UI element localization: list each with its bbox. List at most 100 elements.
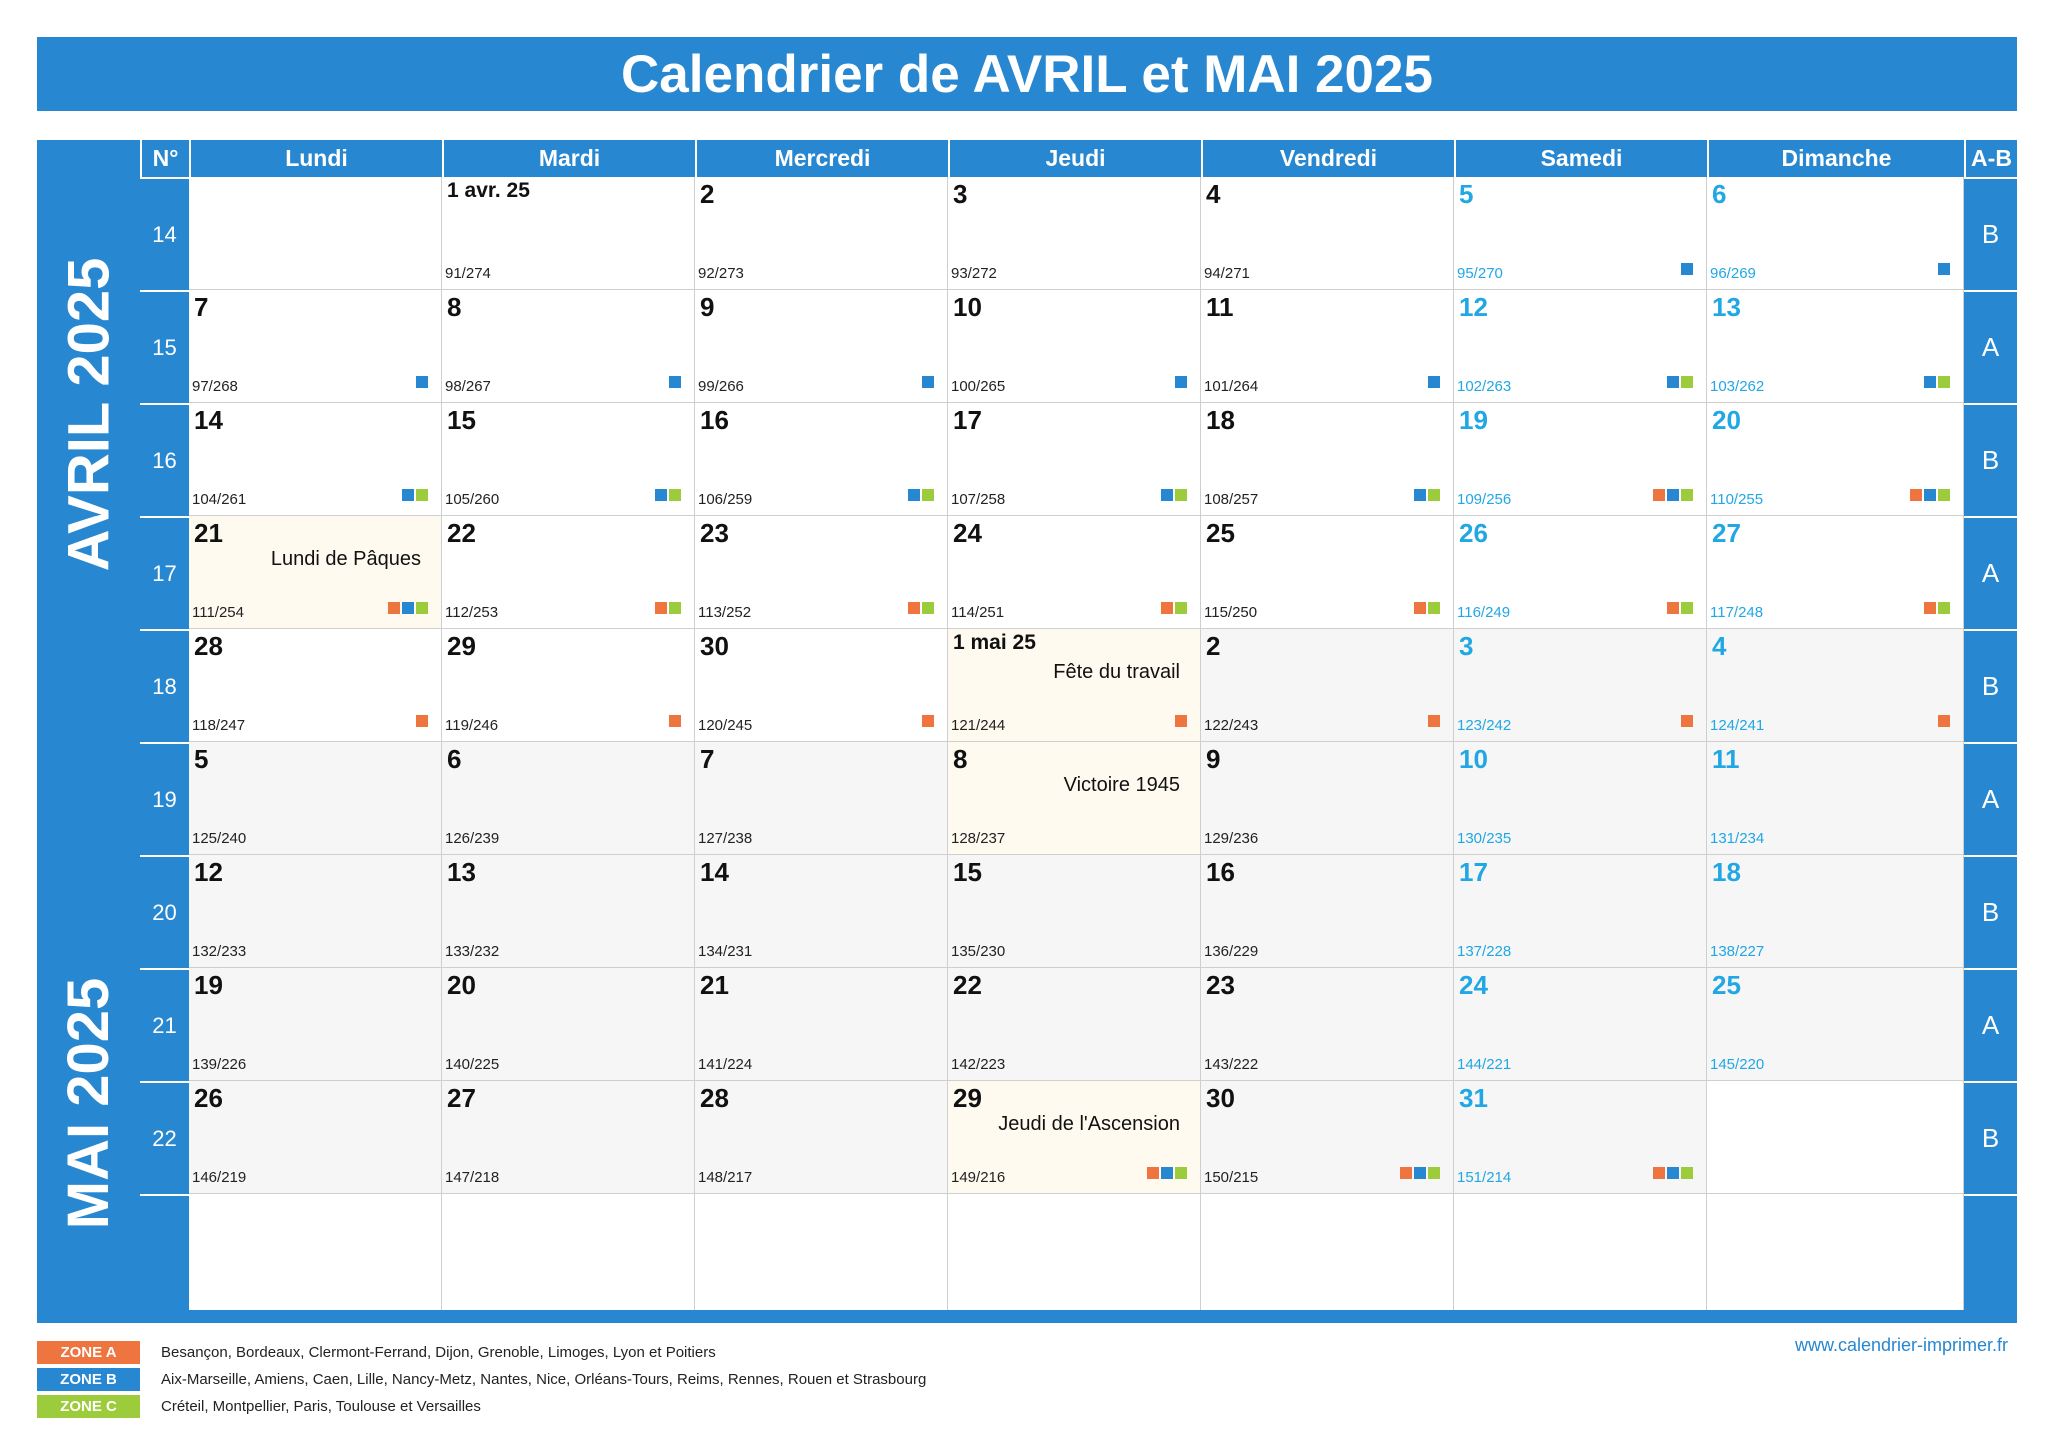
ab-week-label: A (1964, 516, 2017, 629)
zone-a-marker (1428, 715, 1440, 727)
day-cell[interactable]: 9 129/236 (1201, 742, 1454, 855)
day-cell[interactable]: 20 110/255 (1707, 403, 1964, 516)
day-cell[interactable]: 1 mai 25 Fête du travail 121/244 (948, 629, 1201, 742)
zone-b-marker (908, 489, 920, 501)
day-cell[interactable]: 7 97/268 (189, 290, 442, 403)
day-cell[interactable]: 6 126/239 (442, 742, 695, 855)
empty-day-cell (948, 1194, 1201, 1314)
zone-b-marker (402, 489, 414, 501)
day-cell[interactable]: 18 108/257 (1201, 403, 1454, 516)
day-cell[interactable]: 25 115/250 (1201, 516, 1454, 629)
day-of-year-count: 124/241 (1710, 717, 1765, 734)
day-cell[interactable]: 8 Victoire 1945 128/237 (948, 742, 1201, 855)
day-cell[interactable]: 4 124/241 (1707, 629, 1964, 742)
day-cell[interactable]: 11 101/264 (1201, 290, 1454, 403)
day-cell[interactable]: 15 105/260 (442, 403, 695, 516)
day-cell[interactable]: 21 Lundi de Pâques 111/254 (189, 516, 442, 629)
day-cell[interactable]: 10 100/265 (948, 290, 1201, 403)
day-cell[interactable]: 27 117/248 (1707, 516, 1964, 629)
day-cell[interactable]: 15 135/230 (948, 855, 1201, 968)
empty-day-cell (1201, 1194, 1454, 1314)
day-cell[interactable]: 11 131/234 (1707, 742, 1964, 855)
vacation-zone-markers (1653, 489, 1693, 501)
zone-b-marker (1428, 376, 1440, 388)
day-cell[interactable]: 23 113/252 (695, 516, 948, 629)
day-header-6: Samedi (1454, 140, 1707, 177)
day-cell[interactable]: 5 95/270 (1454, 177, 1707, 290)
day-cell[interactable]: 24 114/251 (948, 516, 1201, 629)
day-cell[interactable]: 5 125/240 (189, 742, 442, 855)
day-cell[interactable]: 20 140/225 (442, 968, 695, 1081)
day-cell[interactable]: 19 139/226 (189, 968, 442, 1081)
week-number: 14 (140, 177, 189, 290)
ab-week-label: A (1964, 968, 2017, 1081)
day-of-year-count: 130/235 (1457, 830, 1512, 847)
day-cell[interactable]: 12 102/263 (1454, 290, 1707, 403)
day-of-year-count: 136/229 (1204, 943, 1259, 960)
vacation-zone-markers (655, 602, 681, 614)
day-cell[interactable]: 23 143/222 (1201, 968, 1454, 1081)
zone-b-marker (1161, 489, 1173, 501)
empty-day-cell (1707, 1081, 1964, 1194)
day-cell[interactable]: 12 132/233 (189, 855, 442, 968)
day-of-year-count: 113/252 (698, 604, 752, 621)
day-cell[interactable]: 4 94/271 (1201, 177, 1454, 290)
day-cell[interactable]: 30 150/215 (1201, 1081, 1454, 1194)
day-cell[interactable]: 19 109/256 (1454, 403, 1707, 516)
day-of-year-count: 121/244 (951, 717, 1006, 734)
day-number: 28 (194, 631, 223, 661)
day-cell[interactable]: 27 147/218 (442, 1081, 695, 1194)
day-cell[interactable]: 26 116/249 (1454, 516, 1707, 629)
day-cell[interactable]: 14 104/261 (189, 403, 442, 516)
day-cell[interactable]: 21 141/224 (695, 968, 948, 1081)
day-cell[interactable]: 22 112/253 (442, 516, 695, 629)
day-number: 8 (953, 744, 968, 774)
day-of-year-count: 117/248 (1710, 604, 1764, 621)
day-cell[interactable]: 16 136/229 (1201, 855, 1454, 968)
day-of-year-count: 114/251 (951, 604, 1005, 621)
day-header-2: Mardi (442, 140, 695, 177)
zone-a-marker (908, 602, 920, 614)
day-number: 10 (1459, 744, 1488, 774)
day-cell[interactable]: 18 138/227 (1707, 855, 1964, 968)
day-cell[interactable]: 29 119/246 (442, 629, 695, 742)
day-cell[interactable]: 3 123/242 (1454, 629, 1707, 742)
day-cell[interactable]: 29 Jeudi de l'Ascension 149/216 (948, 1081, 1201, 1194)
zone-a-marker (1161, 602, 1173, 614)
day-cell[interactable]: 10 130/235 (1454, 742, 1707, 855)
day-number: 5 (194, 744, 209, 774)
day-cell[interactable]: 24 144/221 (1454, 968, 1707, 1081)
day-cell[interactable]: 31 151/214 (1454, 1081, 1707, 1194)
day-cell[interactable]: 9 99/266 (695, 290, 948, 403)
day-cell[interactable]: 22 142/223 (948, 968, 1201, 1081)
vacation-zone-markers (669, 376, 681, 388)
day-cell[interactable]: 17 137/228 (1454, 855, 1707, 968)
zone-c-marker (1681, 489, 1693, 501)
empty-day-cell (1707, 1194, 1964, 1314)
day-cell[interactable]: 28 148/217 (695, 1081, 948, 1194)
zone-c-marker (922, 602, 934, 614)
ab-week-label: B (1964, 1081, 2017, 1194)
day-cell[interactable]: 25 145/220 (1707, 968, 1964, 1081)
day-cell[interactable]: 26 146/219 (189, 1081, 442, 1194)
day-cell[interactable]: 16 106/259 (695, 403, 948, 516)
day-of-year-count: 103/262 (1710, 378, 1765, 395)
day-cell[interactable]: 2 122/243 (1201, 629, 1454, 742)
day-of-year-count: 138/227 (1710, 943, 1765, 960)
day-cell[interactable]: 17 107/258 (948, 403, 1201, 516)
day-cell[interactable]: 28 118/247 (189, 629, 442, 742)
day-cell[interactable]: 13 103/262 (1707, 290, 1964, 403)
week-number: 19 (140, 742, 189, 855)
day-cell[interactable]: 13 133/232 (442, 855, 695, 968)
website-link[interactable]: www.calendrier-imprimer.fr (1794, 1335, 2008, 1355)
day-cell[interactable]: 8 98/267 (442, 290, 695, 403)
day-number: 28 (700, 1083, 729, 1113)
day-cell[interactable]: 14 134/231 (695, 855, 948, 968)
day-cell[interactable]: 2 92/273 (695, 177, 948, 290)
day-cell[interactable]: 6 96/269 (1707, 177, 1964, 290)
day-cell[interactable]: 3 93/272 (948, 177, 1201, 290)
day-cell[interactable]: 7 127/238 (695, 742, 948, 855)
day-number: 27 (447, 1083, 476, 1113)
day-cell[interactable]: 1 avr. 25 91/274 (442, 177, 695, 290)
day-cell[interactable]: 30 120/245 (695, 629, 948, 742)
